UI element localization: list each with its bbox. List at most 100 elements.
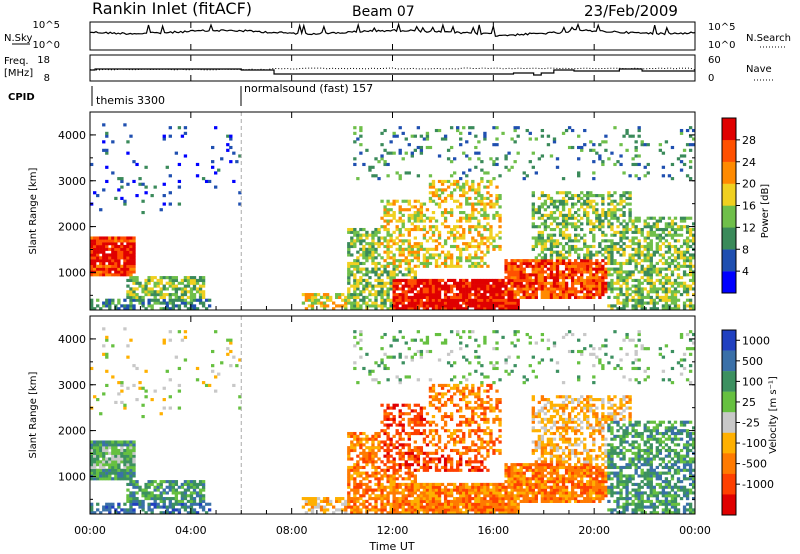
- power-cell: [325, 295, 330, 299]
- power-cell: [383, 205, 387, 209]
- power-cell: [558, 284, 563, 288]
- power-cell: [567, 191, 572, 195]
- power-cell: [510, 295, 514, 299]
- velocity-cell: [407, 499, 411, 503]
- power-cell: [338, 304, 342, 308]
- power-cell: [628, 191, 632, 195]
- power-cell: [90, 256, 94, 260]
- power-cell: [407, 216, 411, 220]
- power-cell: [528, 259, 532, 263]
- velocity-cell: [431, 494, 436, 498]
- power-cell: [123, 304, 127, 308]
- power-cell: [365, 259, 369, 263]
- power-cell: [353, 267, 357, 271]
- power-cell: [362, 244, 366, 249]
- power-cell: [577, 134, 581, 138]
- power-cell: [622, 191, 626, 195]
- velocity-cell: [413, 423, 417, 427]
- power-cell: [525, 276, 529, 280]
- power-cell: [670, 253, 675, 257]
- power-cell: [564, 295, 569, 299]
- power-cell: [425, 230, 430, 234]
- power-cell: [443, 211, 448, 215]
- velocity-cell: [168, 406, 172, 410]
- power-cell: [583, 259, 587, 263]
- power-cell: [443, 216, 448, 220]
- power-cell: [177, 179, 182, 184]
- power-cell: [483, 253, 487, 257]
- power-cell: [685, 273, 690, 277]
- power-cell: [468, 301, 472, 305]
- power-cell: [341, 298, 345, 302]
- power-cell: [586, 219, 590, 223]
- power-cell: [168, 191, 172, 195]
- velocity-cell: [174, 355, 179, 359]
- velocity-cell: [422, 457, 427, 461]
- power-cell: [676, 307, 681, 311]
- velocity-cell: [383, 485, 387, 489]
- power-cell: [362, 227, 366, 232]
- power-cell: [567, 126, 572, 130]
- velocity-cell: [431, 482, 436, 487]
- power-cell: [561, 293, 566, 297]
- power-cell: [525, 264, 529, 268]
- power-cell: [555, 259, 560, 263]
- power-cell: [377, 290, 381, 294]
- power-cell: [574, 270, 578, 274]
- power-cell: [365, 273, 369, 277]
- power-cell: [691, 137, 696, 141]
- power-cell: [483, 307, 487, 311]
- velocity-cell: [93, 448, 97, 453]
- power-cell: [577, 174, 581, 178]
- power-cell: [640, 230, 644, 234]
- velocity-cell: [171, 488, 175, 492]
- velocity-cell: [126, 474, 130, 478]
- power-cell: [667, 278, 672, 283]
- power-cell: [456, 284, 460, 288]
- velocity-cell: [413, 446, 417, 450]
- power-cell: [507, 298, 511, 302]
- power-cell: [637, 304, 641, 308]
- velocity-cell: [313, 505, 318, 509]
- power-cell: [640, 287, 644, 291]
- power-cell: [428, 247, 433, 251]
- power-cell: [413, 304, 417, 308]
- power-cell: [446, 225, 451, 229]
- power-cell: [549, 281, 554, 285]
- power-cell: [586, 222, 590, 226]
- velocity-cell: [132, 497, 136, 501]
- power-cell: [691, 304, 696, 308]
- power-cell: [682, 304, 687, 308]
- power-cell: [456, 225, 460, 229]
- power-cell: [586, 276, 590, 280]
- power-cell: [543, 247, 548, 251]
- velocity-cell: [371, 460, 375, 464]
- power-cell: [386, 230, 390, 234]
- power-cell: [465, 219, 469, 223]
- power-cell: [664, 295, 669, 299]
- power-cell: [513, 290, 517, 294]
- power-cell: [383, 270, 387, 274]
- velocity-cell: [359, 437, 363, 441]
- power-cell: [676, 253, 681, 257]
- velocity-cell: [449, 463, 454, 467]
- velocity-cell: [413, 417, 417, 421]
- power-cell: [673, 222, 678, 226]
- power-cell: [141, 301, 145, 305]
- power-cell: [504, 154, 508, 158]
- velocity-cell: [126, 463, 130, 467]
- power-cell: [356, 239, 360, 243]
- velocity-cell: [353, 335, 357, 339]
- velocity-cell: [198, 488, 203, 492]
- power-cell: [631, 307, 635, 311]
- power-cell: [316, 298, 321, 302]
- power-cell: [419, 227, 424, 232]
- power-cell: [401, 298, 405, 302]
- power-cell: [670, 293, 675, 297]
- power-cell: [129, 244, 133, 249]
- power-cell: [431, 301, 436, 305]
- power-cell: [555, 295, 560, 299]
- power-cell: [682, 307, 687, 311]
- power-cell: [534, 137, 538, 141]
